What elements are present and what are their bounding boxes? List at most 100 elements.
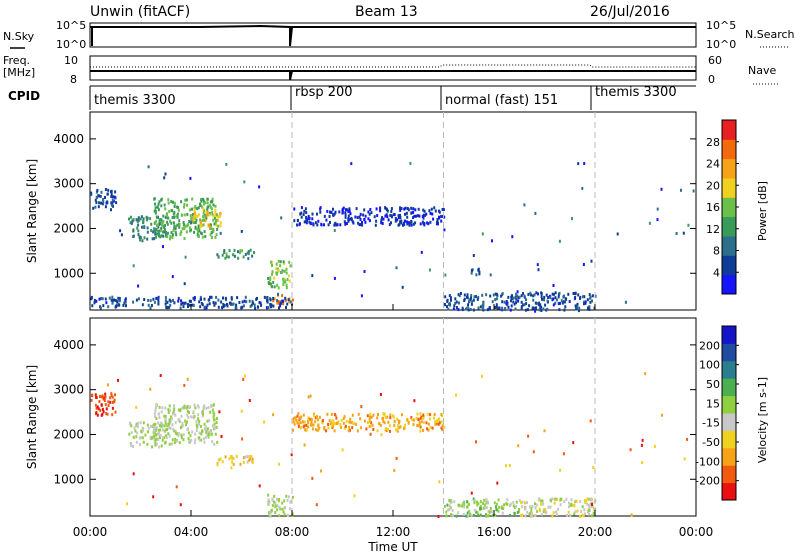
power-cell <box>582 263 585 266</box>
power-cell <box>579 296 581 300</box>
power-cell <box>178 223 181 227</box>
velocity-cell <box>530 507 533 510</box>
power-cell <box>560 299 563 303</box>
power-cell <box>180 200 183 204</box>
power-cell <box>467 303 470 307</box>
power-cell <box>472 254 475 257</box>
power-cell <box>219 211 222 215</box>
velocity-cell <box>186 405 189 408</box>
power-colorbar-swatch <box>722 216 736 237</box>
velocity-cell <box>170 417 173 421</box>
power-cell <box>166 222 169 226</box>
power-cell <box>545 293 548 297</box>
power-cell <box>215 233 218 237</box>
power-cell <box>466 293 469 297</box>
power-cell <box>364 214 367 218</box>
velocity-cell <box>288 507 291 511</box>
velocity-cell <box>383 421 386 425</box>
velocity-cell <box>501 505 503 509</box>
velocity-cell <box>449 506 452 510</box>
velocity-cell <box>242 456 245 460</box>
velocity-cell <box>534 514 537 517</box>
power-cell <box>389 213 392 217</box>
power-cell <box>438 215 440 219</box>
power-cell <box>157 208 160 212</box>
velocity-cell <box>183 404 186 408</box>
velocity-cell <box>353 494 356 498</box>
power-cell <box>216 227 219 231</box>
power-cell <box>535 291 538 295</box>
velocity-cell <box>436 420 439 423</box>
velocity-cell <box>195 420 198 424</box>
power-cell <box>291 298 294 302</box>
velocity-cell <box>389 429 391 433</box>
power-cell <box>326 209 329 213</box>
power-cell <box>245 300 248 304</box>
velocity-cell <box>505 464 507 468</box>
velocity-cell <box>321 419 324 423</box>
power-cell <box>241 305 244 309</box>
x-tick-label: 20:00 <box>578 525 613 539</box>
velocity-cell <box>542 502 545 506</box>
power-cell <box>338 210 341 214</box>
velocity-cell <box>335 421 338 425</box>
velocity-cell <box>168 418 171 422</box>
velocity-cell <box>517 444 520 448</box>
velocity-cell <box>588 512 590 516</box>
velocity-cell <box>270 508 273 512</box>
power-cell <box>278 306 280 310</box>
velocity-cell <box>580 510 583 513</box>
power-cell <box>202 199 205 203</box>
velocity-cell <box>160 444 163 448</box>
power-cell <box>167 216 170 220</box>
power-cell <box>512 300 515 304</box>
power-cell <box>180 230 183 234</box>
power-cell <box>196 207 199 211</box>
power-cell <box>333 212 336 216</box>
power-cell <box>160 234 163 238</box>
velocity-cell <box>187 411 190 414</box>
velocity-cell <box>203 437 206 441</box>
velocity-cell <box>586 502 589 506</box>
power-cell <box>423 214 426 217</box>
power-cell <box>90 297 93 301</box>
power-cell <box>172 212 175 216</box>
power-cell <box>518 295 521 299</box>
velocity-cell <box>343 426 346 430</box>
power-cell <box>253 251 255 254</box>
velocity-cell <box>449 500 452 504</box>
power-cell <box>323 214 326 218</box>
velocity-cell <box>441 424 444 428</box>
velocity-cell <box>210 405 213 408</box>
velocity-cell <box>469 513 472 516</box>
power-cell <box>436 218 439 222</box>
power-cell <box>158 234 160 238</box>
velocity-cell <box>172 427 175 431</box>
power-cell <box>422 208 425 212</box>
power-cell <box>534 309 537 313</box>
velocity-cell <box>104 392 107 396</box>
power-cell <box>174 231 177 235</box>
power-cell <box>146 230 149 234</box>
power-cell <box>214 211 217 215</box>
velocity-cell <box>485 514 488 518</box>
power-cell <box>271 260 273 264</box>
power-cell <box>574 292 577 296</box>
power-cell <box>183 205 185 209</box>
velocity-cell <box>543 429 546 433</box>
power-cell <box>288 300 291 304</box>
velocity-cell <box>429 413 432 417</box>
power-cell <box>501 300 504 304</box>
power-cell <box>513 302 516 306</box>
power-cell <box>285 267 288 271</box>
power-cell <box>271 263 273 267</box>
power-cell <box>446 305 448 309</box>
power-cell <box>437 222 439 226</box>
velocity-cell <box>536 509 539 513</box>
power-cell <box>346 208 349 212</box>
velocity-cell <box>193 403 196 407</box>
velocity-cell <box>166 424 169 428</box>
velocity-cell <box>479 504 482 508</box>
velocity-cell <box>468 509 471 513</box>
